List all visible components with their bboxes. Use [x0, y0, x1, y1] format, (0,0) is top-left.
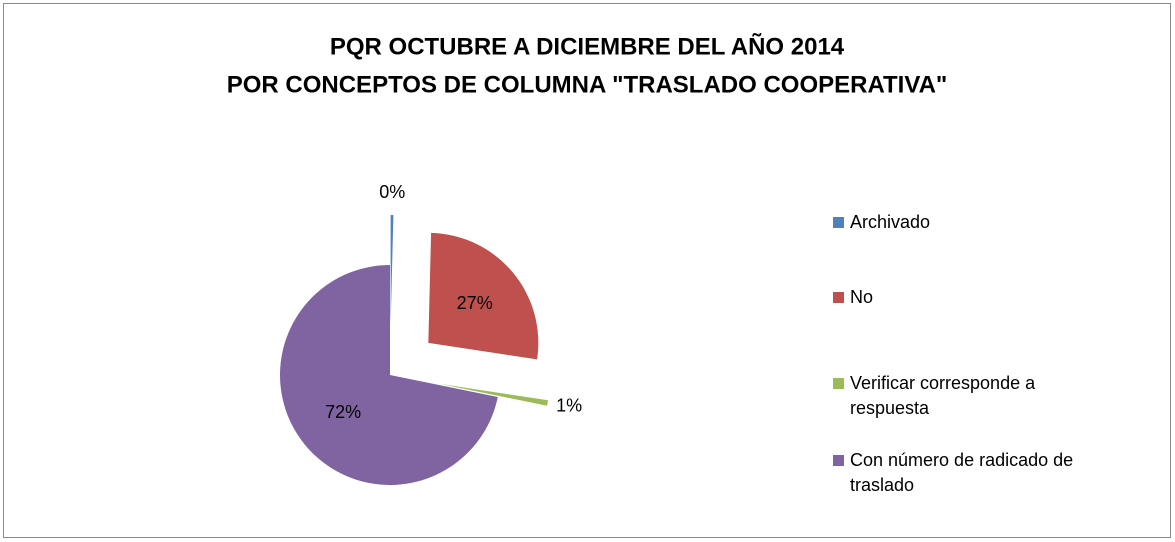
chart-title: PQR OCTUBRE A DICIEMBRE DEL AÑO 2014 — [330, 32, 845, 60]
legend-label: Con número de radicado de traslado — [850, 450, 1074, 495]
chart-subtitle: POR CONCEPTOS DE COLUMNA "TRASLADO COOPE… — [227, 71, 948, 98]
data-label: 27% — [457, 293, 493, 313]
data-label: 1% — [556, 396, 582, 416]
data-label: 0% — [379, 182, 405, 202]
legend-item: Con número de radicado de traslado — [833, 448, 1105, 498]
legend-item: Archivado — [833, 210, 930, 235]
legend-item: Verificar corresponde a respuesta — [833, 371, 1105, 421]
chart-border — [3, 3, 1171, 538]
legend-swatch — [833, 455, 844, 466]
pie-slice — [280, 265, 498, 485]
data-label: 72% — [325, 402, 361, 422]
legend-label: No — [850, 287, 874, 307]
pie-slice — [439, 383, 548, 406]
legend-swatch — [833, 292, 844, 303]
pie-slice — [390, 215, 394, 326]
legend-label: Archivado — [850, 212, 931, 232]
legend-swatch — [833, 217, 844, 228]
pie-slice — [428, 232, 539, 360]
legend-swatch — [833, 378, 844, 389]
legend-item: No — [833, 285, 873, 310]
legend-label: Verificar corresponde a respuesta — [850, 373, 1036, 418]
